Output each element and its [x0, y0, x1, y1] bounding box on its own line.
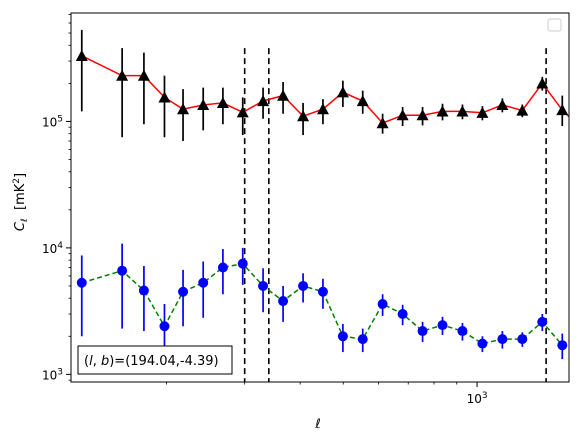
- data-point: [217, 262, 228, 273]
- data-point: [457, 326, 468, 337]
- data-point: [216, 96, 229, 109]
- series-line: [81, 262, 569, 347]
- data-point: [517, 334, 528, 345]
- y-axis-label-space: [13, 210, 28, 218]
- data-point: [237, 258, 248, 269]
- data-point: [537, 316, 548, 327]
- x-tick-label: 103: [467, 391, 488, 406]
- data-point: [298, 280, 309, 291]
- y-axis-label-subscript: ℓ: [20, 218, 30, 223]
- data-point: [158, 91, 171, 103]
- data-point: [198, 277, 209, 288]
- data-point: [576, 124, 580, 135]
- y-axis-label: Cℓ [mK2]: [12, 173, 30, 231]
- y-tick-label: 104: [42, 241, 63, 256]
- y-tick-label: 105: [42, 114, 63, 129]
- data-point: [337, 331, 348, 342]
- data-point: [75, 49, 88, 61]
- y-axis-label-symbol: C: [13, 221, 28, 231]
- annotation-text: (l, b)=(194.04,-4.39): [84, 354, 219, 369]
- data-point: [178, 286, 189, 297]
- data-point: [497, 334, 508, 345]
- svg-text:Cℓ [mK2]: Cℓ [mK2]: [12, 173, 30, 231]
- axes-frame: [70, 12, 570, 383]
- data-point: [496, 98, 509, 111]
- data-point: [557, 340, 568, 351]
- data-point: [436, 105, 449, 117]
- data-point: [116, 69, 129, 81]
- y-axis-label-unit-close: ]: [13, 173, 28, 178]
- data-point: [236, 106, 249, 118]
- data-point: [297, 110, 310, 122]
- series-line: [81, 55, 569, 124]
- data-point: [516, 104, 529, 116]
- data-point: [476, 106, 489, 118]
- series-layer: [75, 29, 580, 382]
- data-point: [356, 95, 369, 107]
- data-point: [278, 296, 289, 307]
- data-point: [536, 77, 549, 89]
- data-point: [377, 298, 388, 309]
- data-point: [258, 280, 269, 291]
- data-point: [416, 109, 429, 121]
- data-point: [117, 265, 128, 276]
- legend-box: [547, 18, 562, 32]
- data-point: [257, 95, 270, 107]
- series-circles: [76, 243, 569, 367]
- series-triangles: [75, 29, 580, 142]
- data-point: [137, 69, 150, 81]
- data-point: [138, 285, 149, 296]
- data-point: [396, 109, 409, 121]
- data-point: [456, 105, 469, 117]
- data-point: [317, 286, 328, 297]
- data-point: [159, 321, 170, 332]
- x-axis-label: ℓ: [314, 417, 320, 432]
- data-point: [556, 104, 569, 116]
- data-point: [177, 103, 190, 115]
- data-point: [357, 334, 368, 345]
- data-point: [336, 86, 349, 98]
- y-axis-label-unit-sup: 2: [12, 178, 22, 184]
- y-tick-label: 103: [42, 367, 63, 382]
- data-point: [376, 117, 389, 129]
- data-point: [76, 277, 87, 288]
- data-point: [397, 309, 408, 320]
- y-axis-label-unit: [mK: [13, 183, 28, 210]
- data-point: [277, 89, 290, 101]
- data-point: [477, 338, 488, 349]
- data-point: [316, 103, 329, 115]
- data-point: [437, 320, 448, 331]
- annotation-box: (l, b)=(194.04,-4.39): [77, 345, 233, 375]
- data-point: [197, 98, 210, 111]
- data-point: [417, 326, 428, 337]
